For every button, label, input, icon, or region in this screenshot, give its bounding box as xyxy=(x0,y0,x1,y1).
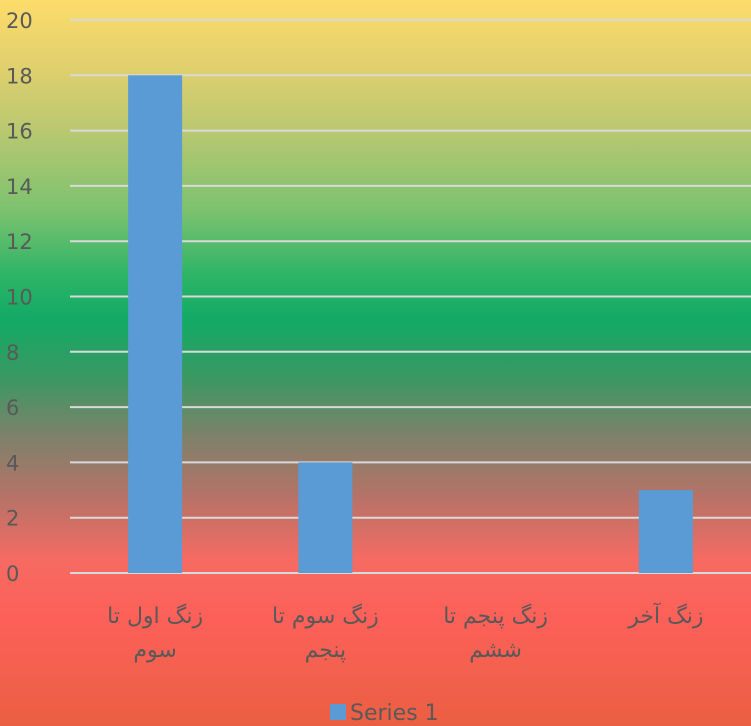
x-tick-label: زنگ آخر xyxy=(627,602,703,629)
legend-swatch-series-1 xyxy=(330,704,346,720)
y-tick-label: 0 xyxy=(6,562,19,586)
y-tick-label: 4 xyxy=(6,451,19,475)
x-tick-label: زنگ پنجم تا xyxy=(443,603,548,629)
x-axis-labels: زنگ اول تا سوم زنگ سوم تا پنجم زنگ پنجم تا شش… xyxy=(107,602,703,663)
bar-3 xyxy=(638,490,693,573)
y-tick-label: 16 xyxy=(6,120,33,144)
y-tick-label: 18 xyxy=(6,64,33,88)
y-tick-label: 20 xyxy=(6,9,33,33)
legend-label-series-1: Series 1 xyxy=(350,701,439,726)
x-tick-label: زنگ اول تا xyxy=(107,603,203,629)
gridlines xyxy=(70,19,751,574)
legend: Series 1 xyxy=(330,701,439,726)
bars xyxy=(128,75,693,574)
y-tick-label: 6 xyxy=(6,396,19,420)
bar-0 xyxy=(128,75,183,574)
y-tick-label: 14 xyxy=(6,175,33,199)
bar-1 xyxy=(298,462,353,573)
x-tick-label: ششم xyxy=(469,638,522,663)
x-tick-label: سوم xyxy=(133,638,176,663)
x-tick-label: زنگ سوم تا xyxy=(272,603,379,629)
y-axis-ticks: 0 2 4 6 8 10 12 14 16 18 20 xyxy=(6,9,33,586)
y-tick-label: 12 xyxy=(6,230,33,254)
x-tick-label: پنجم xyxy=(305,638,347,663)
y-tick-label: 8 xyxy=(6,341,19,365)
y-tick-label: 10 xyxy=(6,286,33,310)
y-tick-label: 2 xyxy=(6,507,19,531)
